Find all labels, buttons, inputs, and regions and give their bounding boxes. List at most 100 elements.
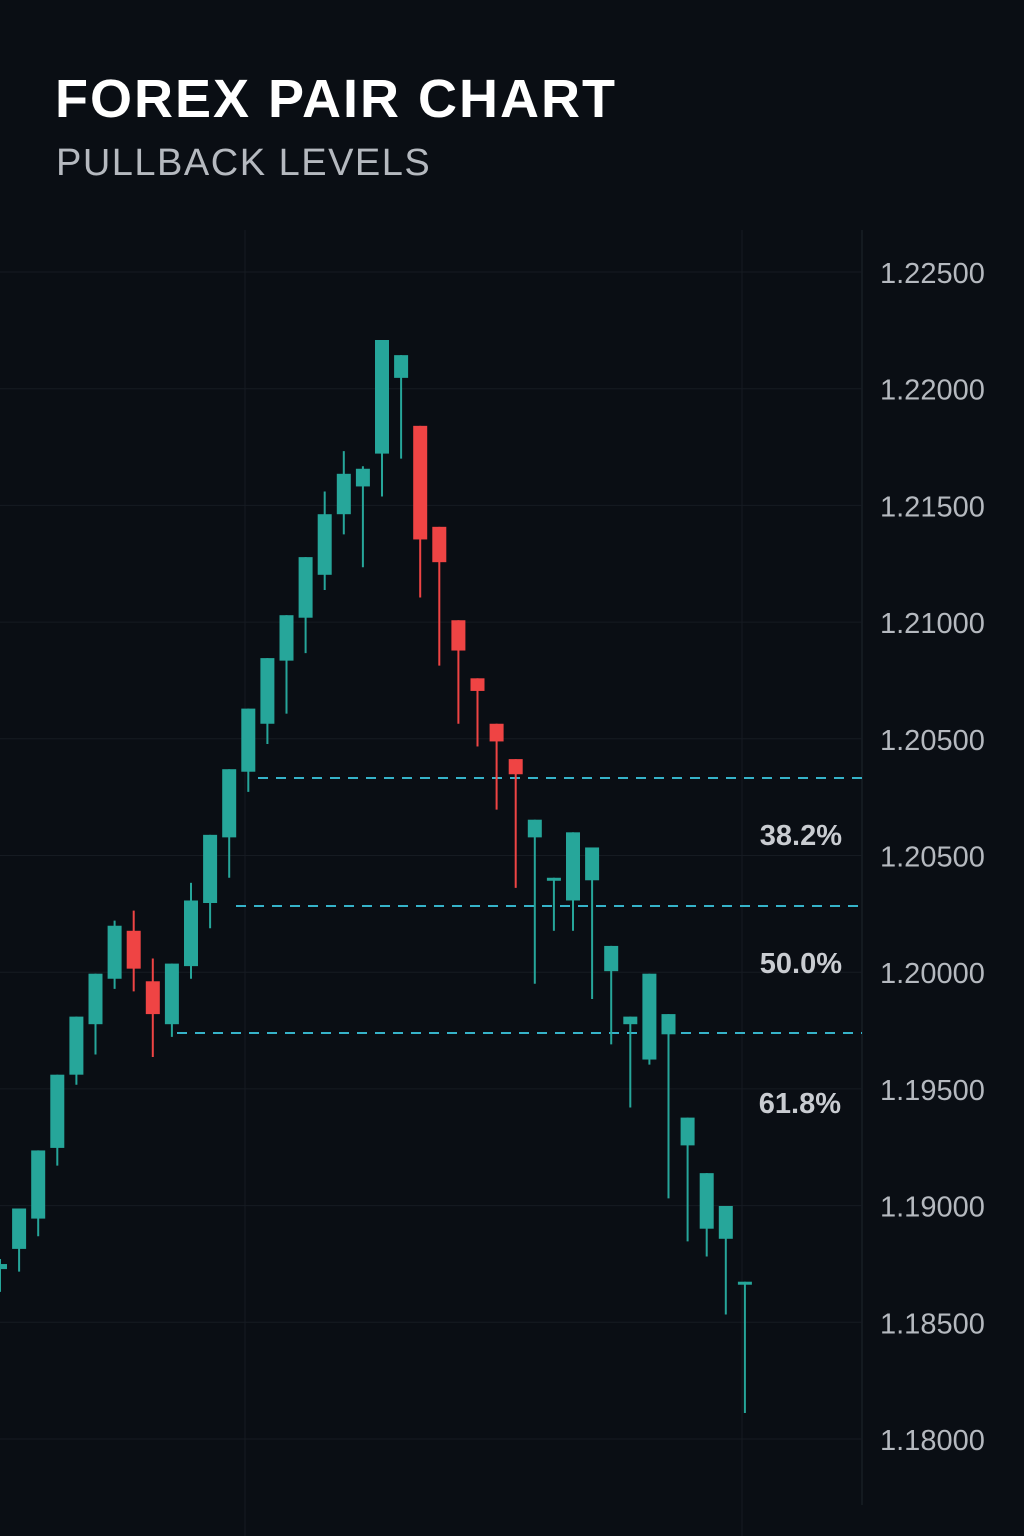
candle-body [737, 1281, 752, 1285]
candle-body [164, 963, 179, 1025]
candle-body [642, 973, 657, 1060]
candle-body [355, 468, 370, 487]
candle [737, 1281, 752, 1413]
candle [31, 1150, 46, 1237]
candle [355, 466, 370, 568]
candle-body [699, 1173, 714, 1229]
y-tick-label: 1.22500 [880, 258, 985, 290]
candle [623, 1016, 638, 1108]
y-tick-label: 1.21000 [880, 608, 985, 640]
chart-title: FOREX PAIR CHART [55, 69, 618, 129]
candle-body [336, 473, 351, 515]
candle-body [432, 526, 447, 563]
candle-body [12, 1208, 27, 1249]
fib-level-label: 50.0% [760, 948, 842, 980]
candle [413, 425, 428, 598]
candle [546, 877, 561, 931]
candle [241, 708, 256, 792]
fib-levels: 38.2% 50.0% 61.8% [177, 777, 862, 1120]
candle-body [298, 557, 313, 618]
candle-body [69, 1016, 84, 1075]
candle-body [260, 658, 275, 724]
candle-body [279, 615, 294, 661]
fib-level-label: 61.8% [759, 1088, 841, 1120]
candle-body [661, 1014, 676, 1035]
candle [508, 759, 523, 888]
candle-body [546, 877, 561, 881]
candle [527, 819, 542, 984]
candle-body [203, 834, 218, 904]
y-axis: 1.22500 1.22000 1.21500 1.21000 1.20500 1.205… [880, 258, 985, 1457]
candle [661, 1014, 676, 1199]
candle-body [50, 1074, 65, 1148]
candle [489, 723, 504, 810]
candle [718, 1205, 733, 1315]
candle [164, 963, 179, 1037]
fib-level-label: 38.2% [760, 820, 842, 852]
candle-body [222, 769, 237, 838]
y-tick-label: 1.19000 [880, 1192, 985, 1224]
y-tick-label: 1.18500 [880, 1308, 985, 1340]
candle [317, 491, 332, 590]
y-tick-label: 1.18000 [880, 1425, 985, 1457]
candle [12, 1208, 27, 1272]
candle [107, 920, 122, 989]
candle-body [413, 425, 428, 540]
chart-subtitle: PULLBACK LEVELS [56, 142, 432, 184]
candle [184, 882, 198, 979]
y-tick-label: 1.22000 [880, 375, 985, 407]
y-tick-label: 1.21500 [880, 491, 985, 523]
candle-body [394, 355, 409, 378]
candle-body [604, 945, 619, 972]
candle-body [0, 1264, 7, 1270]
candle-body [126, 930, 141, 969]
candle [0, 1258, 7, 1292]
candle-body [585, 847, 600, 881]
candle-body [623, 1016, 638, 1025]
candle [642, 973, 657, 1065]
candle-body [566, 832, 580, 901]
candle-body [718, 1205, 733, 1239]
y-tick-label: 1.20500 [880, 725, 985, 757]
candle-body [31, 1150, 46, 1219]
y-tick-label: 1.20500 [880, 842, 985, 874]
candle [203, 834, 218, 929]
candle [69, 1016, 84, 1085]
candle-body [184, 900, 198, 967]
candle [298, 557, 313, 654]
grid-layer [0, 230, 863, 1536]
candle [336, 451, 351, 535]
candle [50, 1074, 65, 1166]
candle [279, 615, 294, 714]
candle [375, 340, 389, 497]
candle [394, 355, 409, 459]
candle [432, 526, 447, 666]
candle [470, 678, 485, 747]
candle [699, 1173, 714, 1257]
candle-body [470, 678, 485, 691]
candle [145, 958, 160, 1058]
y-tick-label: 1.20000 [880, 958, 985, 990]
candle-body [527, 819, 542, 838]
candle [222, 769, 237, 878]
candle [566, 832, 580, 931]
candle-body [241, 708, 256, 772]
candle [604, 945, 619, 1045]
candle-body [88, 973, 103, 1025]
candle-body [107, 925, 122, 979]
candle-body [145, 981, 160, 1015]
candle [88, 973, 103, 1055]
candle [680, 1117, 695, 1242]
candle-body [489, 723, 504, 742]
candles [0, 340, 752, 1413]
candle-body [451, 620, 466, 651]
candle [451, 620, 466, 724]
y-tick-label: 1.19500 [880, 1075, 985, 1107]
candle-body [317, 514, 332, 575]
candle [126, 910, 141, 992]
candle-body [680, 1117, 695, 1146]
candle [585, 847, 600, 999]
candle-body [375, 340, 389, 454]
